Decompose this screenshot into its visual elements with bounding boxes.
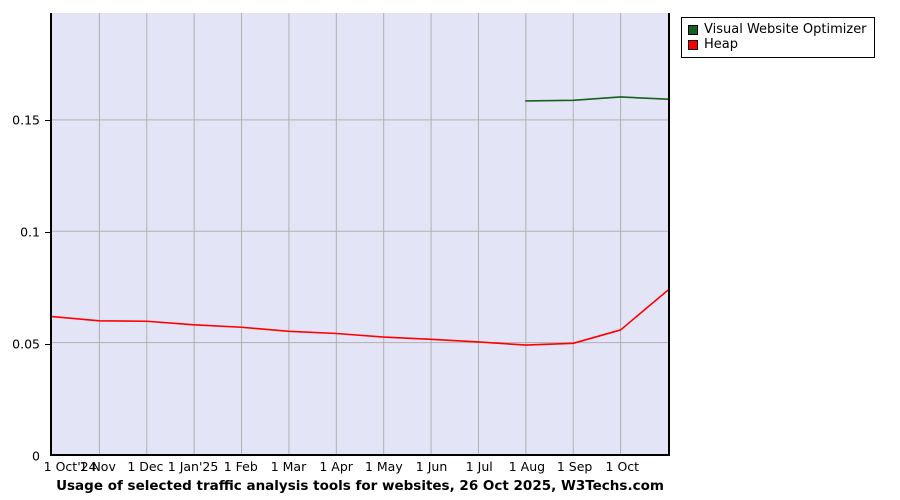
x-axis-tick-label: 1 May (364, 459, 403, 474)
chart-legend: Visual Website Optimizer Heap (681, 17, 875, 58)
y-axis-tick-mark (45, 120, 51, 122)
plot-area (50, 13, 670, 456)
x-axis-tick-label: 1 Jul (465, 459, 493, 474)
x-axis-tick-label: 1 Mar (270, 459, 307, 474)
x-axis-tick-label: 1 Sep (556, 459, 593, 474)
x-axis-tick-label: 1 Dec (127, 459, 164, 474)
legend-item-visual-website-optimizer: Visual Website Optimizer (688, 22, 867, 37)
y-axis-tick-mark (45, 344, 51, 346)
y-axis-tick-label: 0 (32, 448, 40, 464)
x-axis-tick-label: 1 Oct'24 (43, 459, 97, 474)
x-axis-tick-label: 1 Apr (319, 459, 353, 474)
x-axis-tick-label: 1 Oct (605, 459, 640, 474)
legend-label-heap: Heap (704, 37, 738, 52)
x-axis-tick-label: 1 Jan'25 (167, 459, 219, 474)
y-axis-tick-label: 0.05 (12, 336, 40, 352)
y-axis-tick-label: 0.15 (12, 112, 40, 128)
x-axis-tick-label: 1 Aug (508, 459, 546, 474)
legend-item-heap: Heap (688, 37, 867, 52)
x-axis-tick-label: 1 Nov (79, 459, 116, 474)
x-axis-tick-label: 1 Feb (223, 459, 258, 474)
legend-swatch-heap (688, 39, 698, 50)
y-axis-tick-mark (45, 232, 51, 234)
y-axis-tick-label: 0.1 (20, 224, 40, 240)
grid-lines (52, 13, 668, 454)
chart-caption: Usage of selected traffic analysis tools… (56, 478, 664, 494)
legend-swatch-visual-website-optimizer (688, 24, 698, 35)
x-axis-tick-label: 1 Jun (415, 459, 448, 474)
legend-label-visual-website-optimizer: Visual Website Optimizer (704, 22, 867, 37)
series-lines (52, 96, 668, 346)
